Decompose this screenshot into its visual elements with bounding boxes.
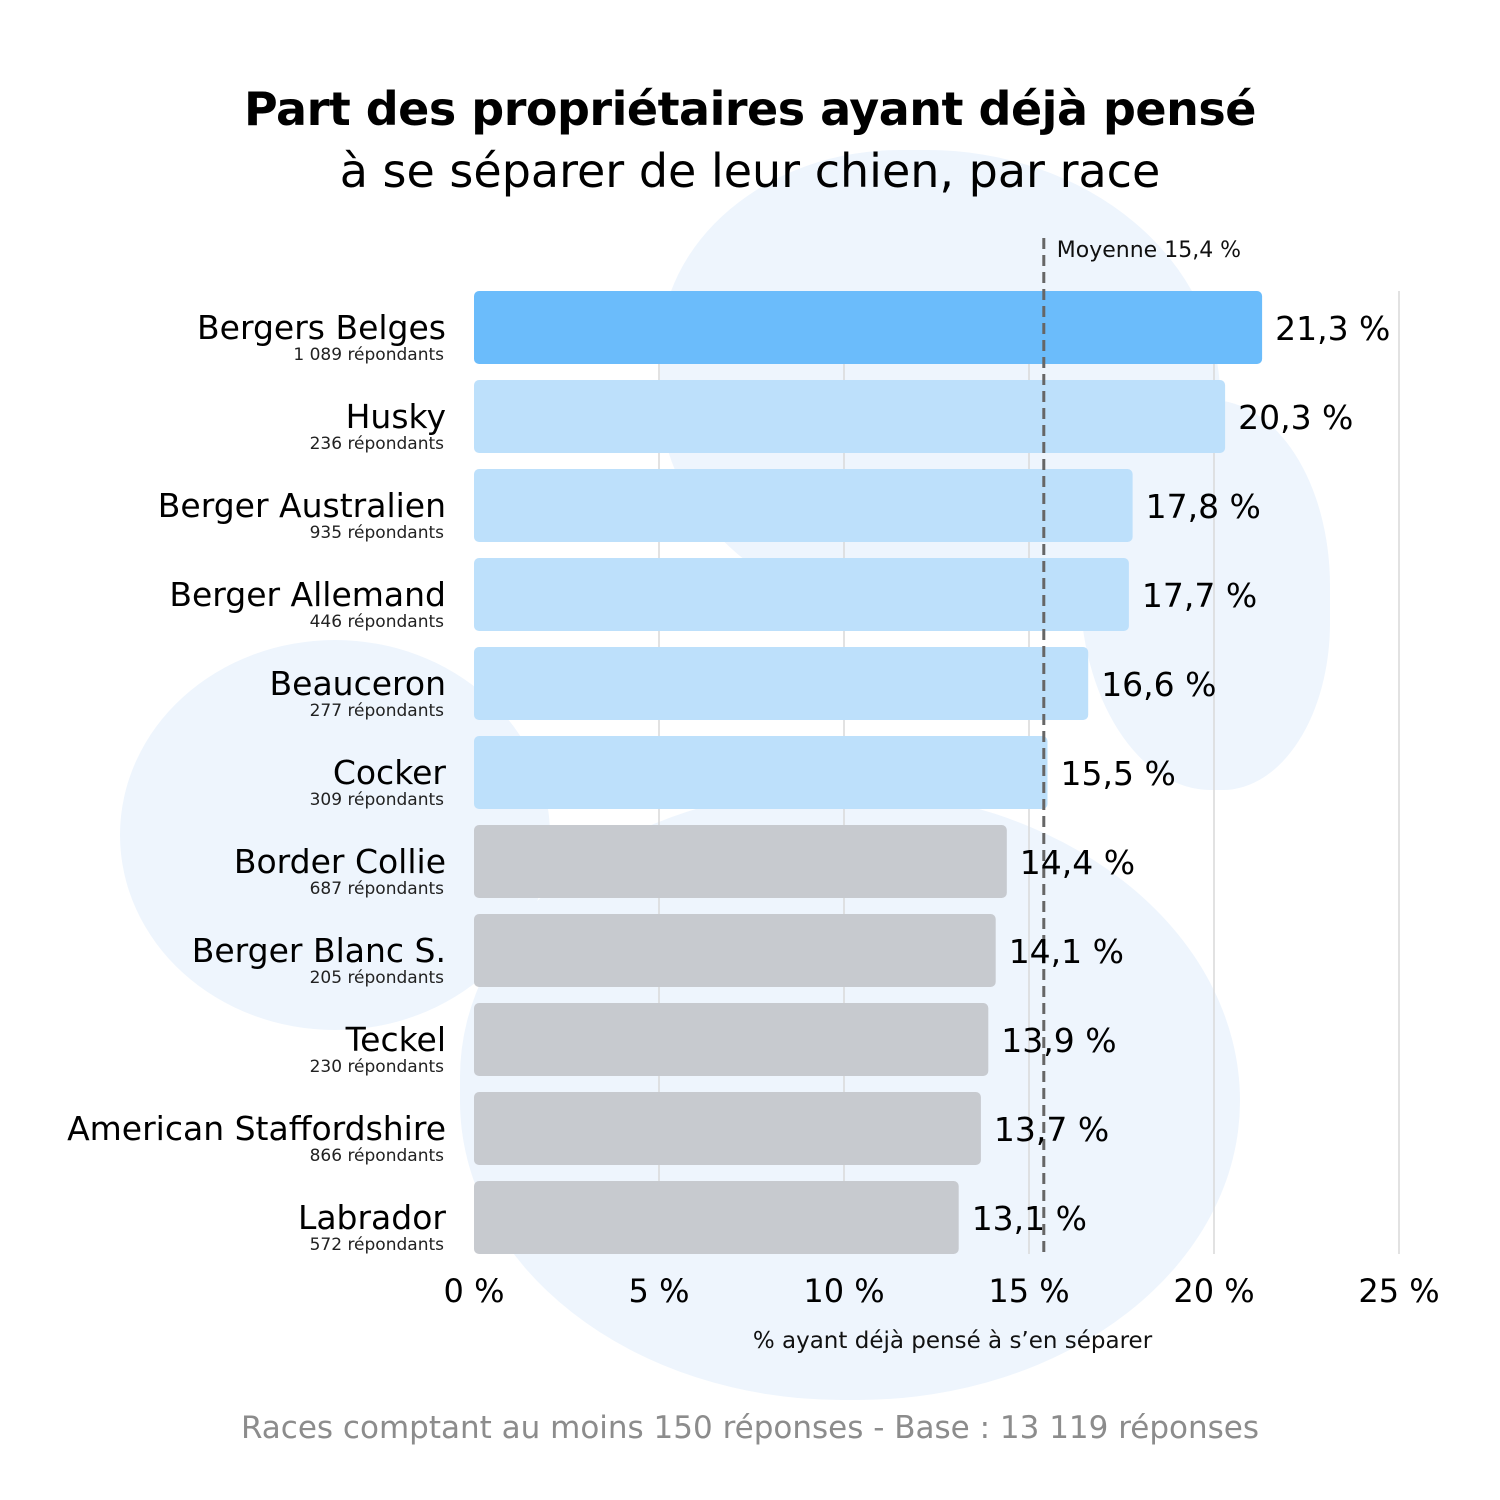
bar bbox=[474, 736, 1048, 809]
value-label: 15,5 % bbox=[1061, 754, 1176, 793]
chart-title: Part des propriétaires ayant déjà pensé bbox=[244, 82, 1256, 136]
category-label: Berger Australien bbox=[158, 486, 446, 525]
bar bbox=[474, 914, 996, 987]
x-axis: 0 % 5 % 10 % 15 % 20 % 25 % % ayant déjà pensé… bbox=[444, 1272, 1440, 1354]
respondents-label: 277 répondants bbox=[310, 701, 445, 721]
respondents-label: 236 répondants bbox=[310, 434, 445, 454]
value-label: 21,3 % bbox=[1275, 309, 1390, 348]
bar bbox=[474, 825, 1007, 898]
bar bbox=[474, 380, 1226, 453]
bars bbox=[474, 291, 1263, 1254]
value-label: 16,6 % bbox=[1101, 665, 1216, 704]
respondents-label: 205 répondants bbox=[310, 968, 445, 988]
respondents-label: 935 répondants bbox=[310, 523, 445, 543]
average-reference: Moyenne 15,4 % bbox=[1042, 238, 1241, 1254]
category-label: Border Collie bbox=[234, 842, 446, 881]
value-label: 13,9 % bbox=[1001, 1021, 1116, 1060]
value-label: 17,8 % bbox=[1146, 487, 1261, 526]
respondents-label: 230 répondants bbox=[310, 1057, 445, 1077]
category-label: American Staffordshire bbox=[67, 1109, 446, 1148]
x-tick-label: 15 % bbox=[988, 1272, 1069, 1310]
bar bbox=[474, 291, 1263, 364]
x-tick-label: 5 % bbox=[629, 1272, 690, 1310]
respondents-label: 1 089 répondants bbox=[293, 345, 444, 365]
category-label: Labrador bbox=[298, 1198, 446, 1237]
respondents-label: 866 répondants bbox=[310, 1146, 445, 1166]
category-label: Berger Allemand bbox=[169, 575, 446, 614]
average-label: Moyenne 15,4 % bbox=[1057, 238, 1241, 263]
respondents-label: 309 répondants bbox=[310, 790, 445, 810]
category-label: Beauceron bbox=[270, 664, 446, 703]
category-label: Husky bbox=[346, 397, 446, 436]
value-label: 13,1 % bbox=[972, 1199, 1087, 1238]
footnote: Races comptant au moins 150 réponses - B… bbox=[240, 1410, 1260, 1446]
respondents-label: 687 répondants bbox=[310, 879, 445, 899]
bar bbox=[474, 558, 1129, 631]
bar bbox=[474, 1092, 981, 1165]
bar bbox=[474, 1181, 959, 1254]
x-tick-label: 25 % bbox=[1358, 1272, 1439, 1310]
bar bbox=[474, 1003, 989, 1076]
value-label: 13,7 % bbox=[994, 1110, 1109, 1149]
value-label: 20,3 % bbox=[1238, 398, 1353, 437]
category-label: Bergers Belges bbox=[197, 308, 446, 347]
x-tick-label: 0 % bbox=[444, 1272, 505, 1310]
value-label: 17,7 % bbox=[1142, 576, 1257, 615]
chart-subtitle: à se séparer de leur chien, par race bbox=[339, 144, 1161, 198]
category-label: Berger Blanc S. bbox=[192, 931, 446, 970]
respondents-label: 446 répondants bbox=[310, 612, 445, 632]
x-tick-label: 10 % bbox=[803, 1272, 884, 1310]
bar bbox=[474, 647, 1089, 720]
x-tick-label: 20 % bbox=[1173, 1272, 1254, 1310]
respondents-label: 572 répondants bbox=[310, 1235, 445, 1255]
x-axis-label: % ayant déjà pensé à s’en séparer bbox=[753, 1328, 1153, 1354]
category-label: Teckel bbox=[345, 1020, 446, 1059]
bar bbox=[474, 469, 1133, 542]
value-label: 14,1 % bbox=[1009, 932, 1124, 971]
category-label: Cocker bbox=[333, 753, 447, 792]
value-label: 14,4 % bbox=[1020, 843, 1135, 882]
